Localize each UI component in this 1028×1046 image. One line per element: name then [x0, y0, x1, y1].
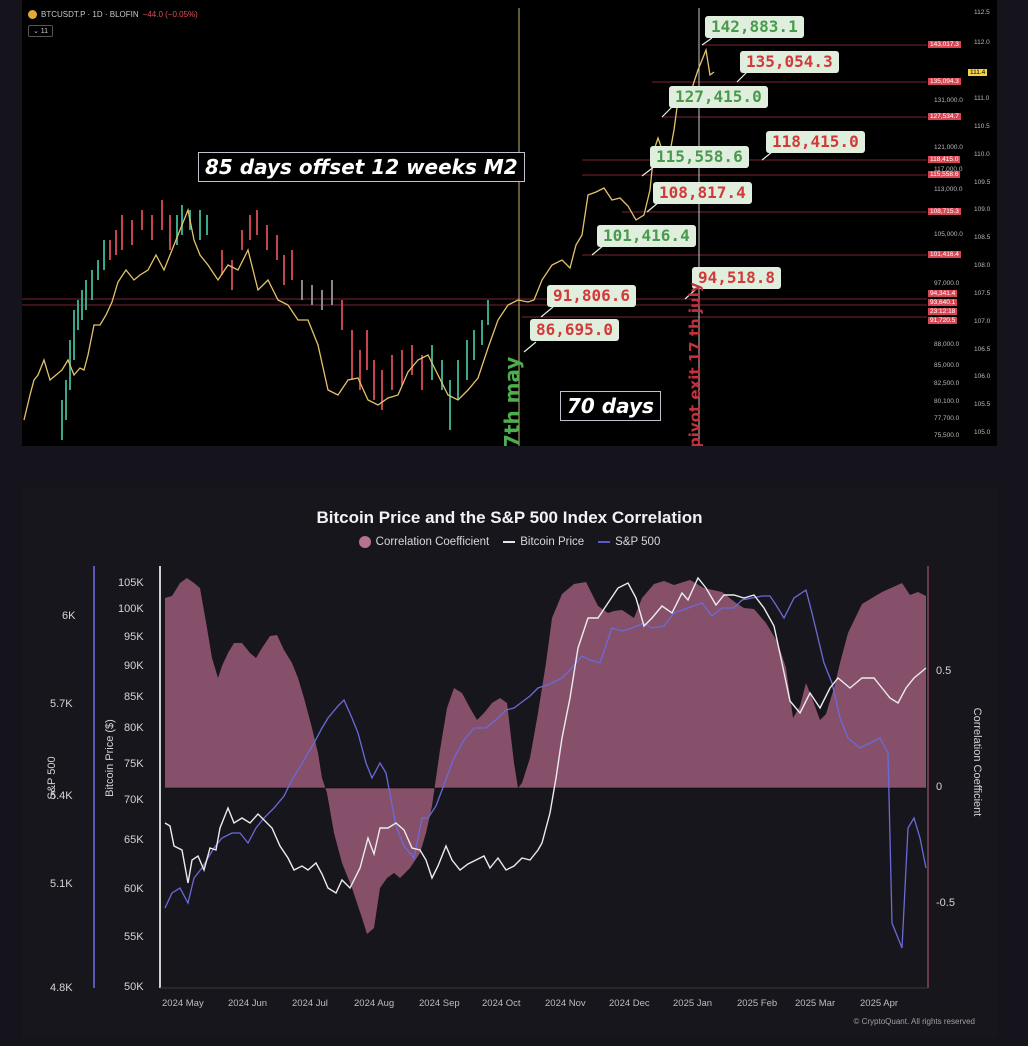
legend-bitcoin-price[interactable]: Bitcoin Price [503, 536, 584, 548]
pivot-exit-label: pivot exit 17 th july [686, 282, 704, 446]
m2-current-tag: 111.4 [968, 69, 988, 76]
copyright-credit: © CryptoQuant. All rights reserved [853, 1017, 976, 1026]
price-chart-canvas[interactable] [22, 0, 997, 446]
price-change: −44.0 (−0.05%) [142, 10, 198, 19]
level-callout: 86,695.0 [530, 319, 620, 341]
start-date-label: 7th may [500, 356, 524, 446]
tradingview-chart-panel: BTCUSDT.P · 1D · BLOFIN −44.0 (−0.05%) ⌄… [22, 0, 997, 446]
level-callout: 115,558.6 [650, 146, 749, 168]
legend-sp500[interactable]: S&P 500 [598, 536, 660, 548]
level-callout: 108,817.4 [653, 182, 752, 204]
level-callout: 135,054.3 [740, 51, 839, 73]
cryptoquant-chart-panel: Bitcoin Price and the S&P 500 Index Corr… [22, 488, 997, 1038]
bitcoin-price-axis-title: Bitcoin Price ($) [104, 719, 116, 797]
legend-correlation[interactable]: Correlation Coefficient [358, 536, 489, 548]
legend-dot-icon [358, 536, 371, 548]
level-callout: 118,415.0 [766, 131, 865, 153]
symbol-header[interactable]: BTCUSDT.P · 1D · BLOFIN −44.0 (−0.05%) [28, 10, 198, 19]
bitcoin-coin-icon [28, 10, 37, 19]
correlation-plot-area[interactable] [22, 488, 997, 1038]
legend-line-icon [598, 541, 611, 543]
interval-badge[interactable]: ⌄ 11 [28, 25, 54, 37]
level-callout: 94,518.8 [692, 267, 782, 289]
level-callout: 142,883.1 [705, 16, 804, 38]
level-callout: 101,416.4 [597, 225, 696, 247]
legend-line-icon [503, 541, 516, 543]
offset-annotation-box: 85 days offset 12 weeks M2 [198, 152, 525, 182]
chart-title: Bitcoin Price and the S&P 500 Index Corr… [316, 508, 703, 527]
level-callout: 91,806.6 [547, 285, 637, 307]
sp500-axis-title: S&P 500 [46, 756, 58, 800]
chart-legend: Correlation Coefficient Bitcoin Price S&… [22, 536, 997, 548]
level-callout: 127,415.0 [669, 86, 768, 108]
correlation-axis-title: Correlation Coefficient [971, 707, 983, 817]
days-annotation-box: 70 days [560, 391, 661, 421]
symbol-label: BTCUSDT.P · 1D · BLOFIN [41, 10, 139, 19]
